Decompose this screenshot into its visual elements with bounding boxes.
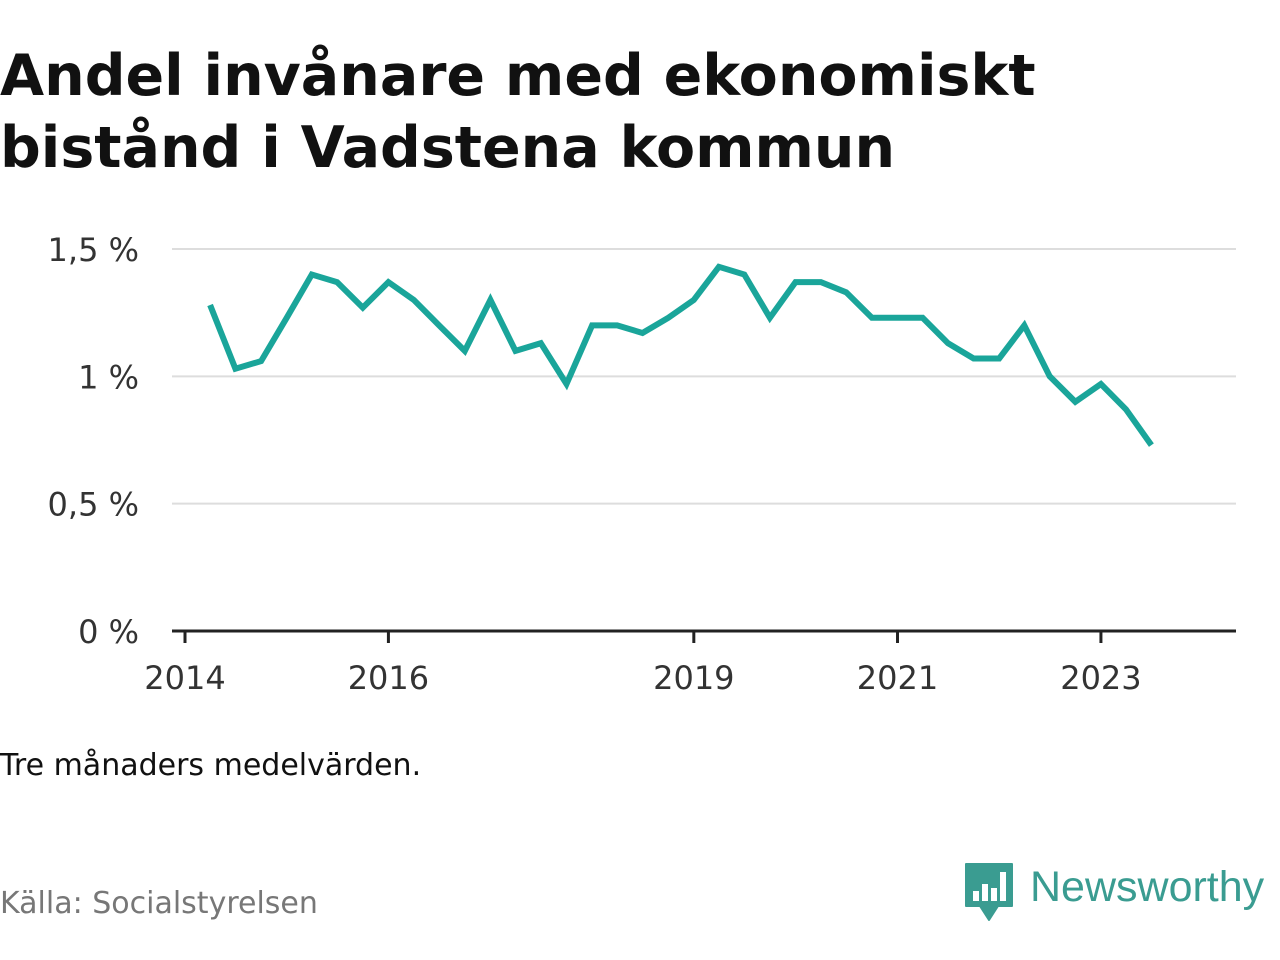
y-tick-label: 0 % — [78, 613, 139, 651]
brand-name: Newsworthy — [1030, 863, 1265, 911]
bar-chart-speech-bubble-icon — [965, 863, 1013, 921]
grid-lines — [172, 248, 1236, 505]
series-line — [207, 263, 1154, 447]
x-tick-label: 2019 — [653, 659, 734, 697]
x-tick-label: 2021 — [857, 659, 938, 697]
chart-title: Andel invånare med ekonomiskt bistånd i … — [0, 43, 1036, 181]
brand-logo: Newsworthy — [962, 860, 1264, 930]
chart-note: Tre månaders medelvärden. — [0, 748, 422, 783]
series-lines — [207, 263, 1154, 447]
x-tick-label: 2014 — [144, 659, 225, 697]
source-credit: Källa: Socialstyrelsen — [0, 886, 318, 921]
y-tick-label: 1 % — [78, 358, 139, 396]
x-tick-label: 2016 — [348, 659, 429, 697]
x-tick-label: 2023 — [1060, 659, 1141, 697]
y-tick-label: 1,5 % — [48, 231, 139, 269]
y-tick-label: 0,5 % — [48, 486, 139, 524]
x-axis: 2014 2016 2019 2021 2023 — [144, 629, 1236, 697]
y-axis-tick-labels: 0 % 0,5 % 1 % 1,5 % — [48, 231, 139, 651]
